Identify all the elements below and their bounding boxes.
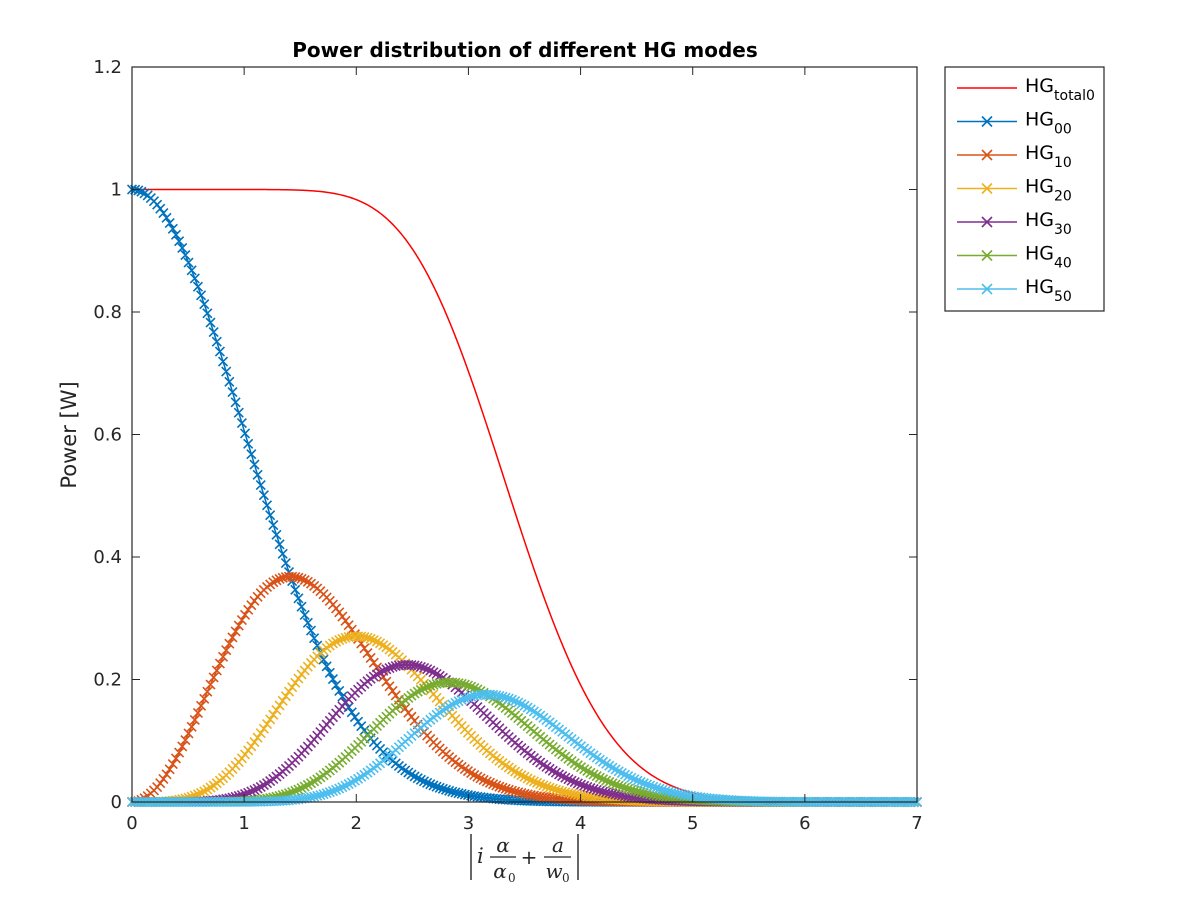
- legend-label: HG10: [1025, 142, 1072, 171]
- x-tick-label: 7: [911, 813, 922, 834]
- legend-label: HG50: [1025, 276, 1072, 305]
- legend-entry-HG50: HG50: [957, 276, 1072, 305]
- legend-entry-HG00: HG00: [957, 109, 1072, 138]
- x-label-alpha0: α: [493, 859, 507, 883]
- legend-label: HGtotal0: [1025, 75, 1095, 104]
- legend-items: HGtotal0 HG00 HG10 HG20 HG30 HG40 HG50: [957, 75, 1095, 305]
- x-tick-label: 2: [351, 813, 362, 834]
- y-tick-label: 0.6: [93, 425, 122, 446]
- x-label-a: a: [552, 833, 564, 857]
- y-tick-label: 0.2: [93, 670, 122, 691]
- legend-label: HG40: [1025, 243, 1072, 272]
- legend-marker: [981, 149, 993, 161]
- legend-entry-HGtotal0: HGtotal0: [957, 75, 1095, 104]
- x-tick-label: 6: [799, 813, 810, 834]
- legend-marker: [981, 249, 993, 262]
- x-tick-label: 5: [687, 813, 698, 834]
- legend-entry-HG40: HG40: [957, 243, 1072, 272]
- y-tick-label: 1.2: [93, 57, 122, 78]
- chart-title: Power distribution of different HG modes: [292, 38, 758, 62]
- x-tick-label: 3: [463, 813, 474, 834]
- y-tick-label: 0.8: [93, 302, 122, 323]
- legend-label: HG30: [1025, 209, 1072, 238]
- legend-entry-HG20: HG20: [957, 176, 1072, 205]
- legend-marker: [981, 283, 993, 295]
- x-axis-label: i α α 0 + a w 0: [470, 833, 579, 885]
- legend-marker: [981, 182, 993, 195]
- x-tick-label: 0: [126, 813, 137, 834]
- legend-label: HG20: [1025, 176, 1072, 205]
- x-label-alpha0-sub: 0: [508, 871, 516, 885]
- legend-marker: [981, 216, 993, 228]
- legend-entry-HG10: HG10: [957, 142, 1072, 171]
- x-tick-label: 4: [575, 813, 586, 834]
- axes-background: [132, 67, 917, 802]
- x-label-w0: w: [545, 859, 562, 883]
- legend-label: HG00: [1025, 109, 1072, 138]
- legend-entry-HG30: HG30: [957, 209, 1072, 238]
- y-axis-label: Power [W]: [57, 381, 81, 488]
- x-label-w0-sub: 0: [562, 871, 570, 885]
- x-label-plus: +: [521, 845, 538, 869]
- y-tick-label: 0: [111, 792, 122, 813]
- axes-box: [131, 66, 918, 803]
- legend-marker: [981, 115, 993, 128]
- y-tick-label: 1: [111, 180, 122, 201]
- x-tick-label: 1: [238, 813, 249, 834]
- x-tick-labels: 0 1 2 3 4 5 6 7: [126, 813, 922, 834]
- legend: HGtotal0 HG00 HG10 HG20 HG30 HG40 HG50: [944, 66, 1105, 312]
- plot-area: [126, 66, 923, 808]
- x-label-alpha: α: [496, 833, 510, 857]
- x-label-i: i: [477, 844, 484, 868]
- y-tick-label: 0.4: [93, 547, 122, 568]
- y-tick-labels: 0 0.2 0.4 0.6 0.8 1 1.2: [93, 57, 122, 813]
